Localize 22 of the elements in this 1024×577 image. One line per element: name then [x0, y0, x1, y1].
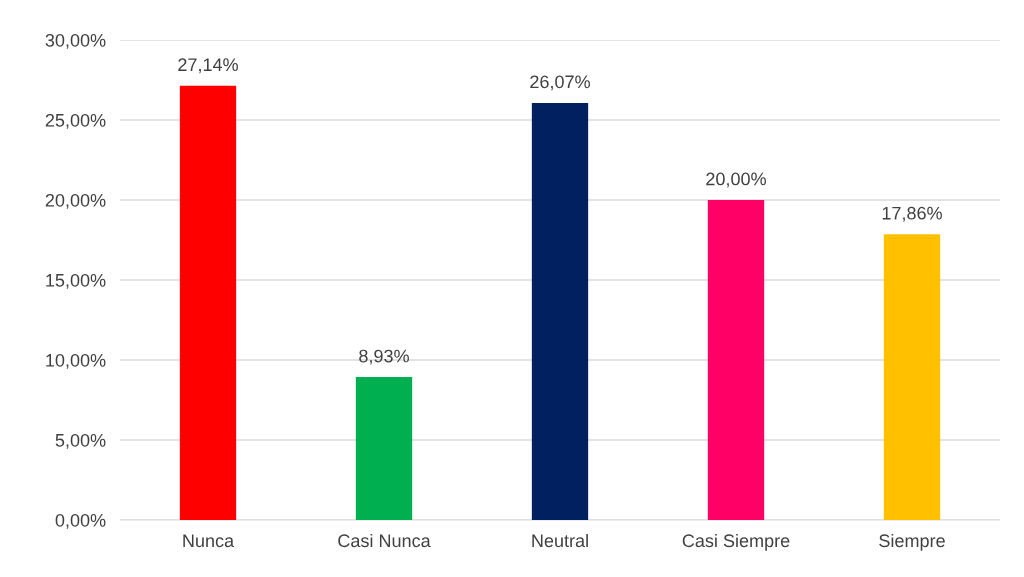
y-tick-label: 15,00% [46, 273, 106, 289]
bar [355, 377, 413, 520]
bar [883, 234, 941, 520]
y-tick-label: 20,00% [45, 193, 106, 209]
y-tick-label: 0,00% [55, 513, 106, 529]
x-tick-label: Siempre [879, 533, 945, 551]
data-label: 26,07% [530, 75, 590, 91]
x-tick-label: Neutral [532, 533, 588, 548]
x-tick-label: Casi Nunca [338, 533, 431, 548]
data-label: 17,86% [882, 206, 942, 222]
data-label: 20,00% [706, 172, 766, 188]
y-tick-label: 30,00% [45, 33, 106, 49]
data-label: 27,14% [178, 58, 238, 74]
bar [531, 102, 589, 520]
bar [707, 200, 765, 520]
y-tick-label: 10,00% [46, 353, 106, 369]
bar [179, 85, 237, 520]
data-label: 8,93% [359, 349, 409, 365]
x-tick-label: Nunca [183, 534, 235, 548]
y-tick-label: 25,00% [45, 113, 106, 129]
y-tick-label: 5,00% [55, 433, 106, 449]
x-tick-label: Casi Siempre [682, 533, 790, 551]
